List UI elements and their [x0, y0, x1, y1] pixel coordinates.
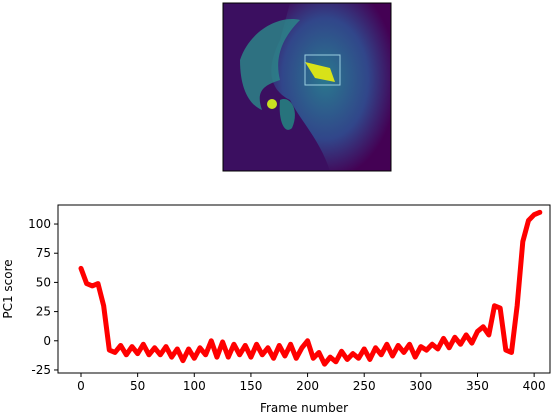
data-line	[78, 209, 543, 367]
y-tick-label: 25	[36, 305, 51, 319]
x-tick-label: 0	[77, 379, 85, 393]
y-tick-label: 0	[43, 334, 51, 348]
x-tick-label: 50	[130, 379, 145, 393]
x-tick-label: 200	[296, 379, 319, 393]
mri-image	[222, 2, 392, 172]
x-tick-label: 350	[466, 379, 489, 393]
y-tick-label: 75	[36, 246, 51, 260]
y-tick-label: 100	[28, 217, 51, 231]
x-tick-label: 100	[183, 379, 206, 393]
y-tick-label: -25	[31, 363, 51, 377]
x-tick-label: 300	[409, 379, 432, 393]
x-axis-label: Frame number	[260, 401, 348, 415]
x-tick-label: 400	[523, 379, 546, 393]
x-tick-label: 250	[353, 379, 376, 393]
y-tick-label: 50	[36, 275, 51, 289]
y-axis-label: PC1 score	[1, 259, 15, 318]
x-tick-label: 150	[239, 379, 262, 393]
axes-frame	[57, 204, 551, 374]
